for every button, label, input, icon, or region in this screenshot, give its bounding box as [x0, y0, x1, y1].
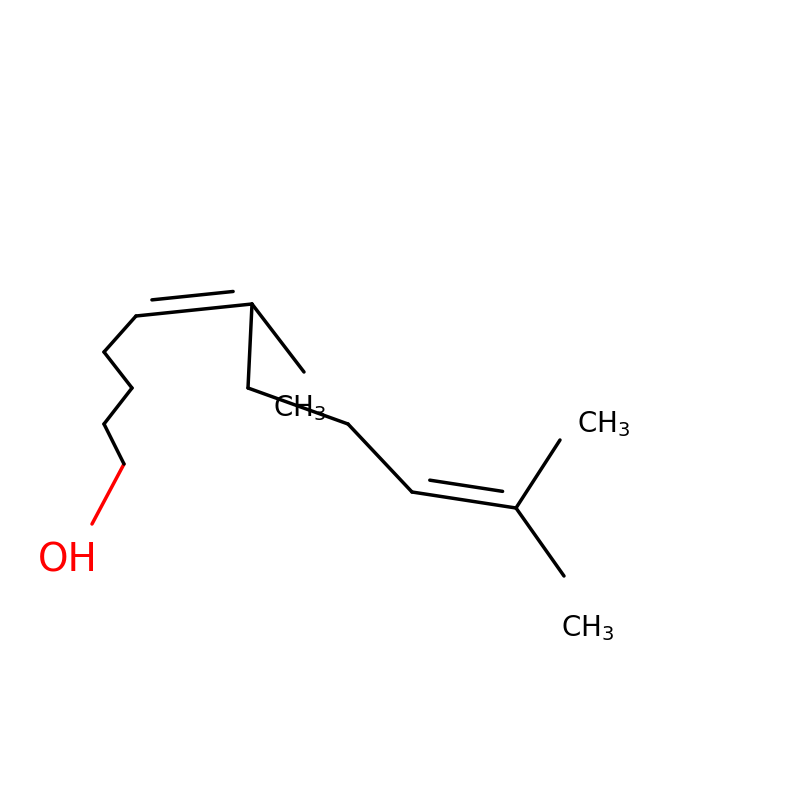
Text: $\mathrm{CH_3}$: $\mathrm{CH_3}$: [562, 613, 614, 643]
Text: $\mathrm{CH_3}$: $\mathrm{CH_3}$: [578, 409, 630, 439]
Text: $\mathrm{CH_3}$: $\mathrm{CH_3}$: [274, 393, 326, 423]
Text: OH: OH: [38, 541, 98, 579]
